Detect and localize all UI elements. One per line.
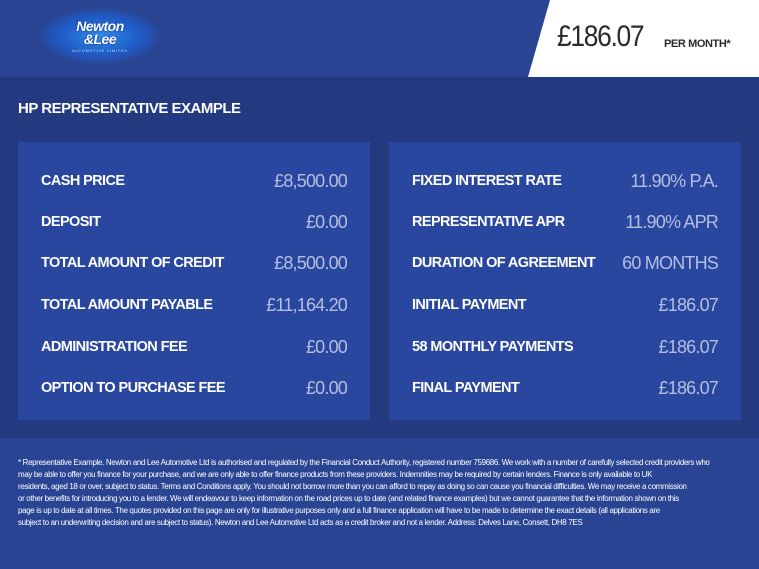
finance-row: DURATION OF AGREEMENT 60 MONTHS bbox=[412, 252, 719, 273]
row-value: £186.07 bbox=[658, 294, 719, 315]
monthly-price: £186.07 bbox=[557, 20, 645, 53]
row-value: 11.90% P.A. bbox=[630, 170, 718, 191]
finance-row: TOTAL AMOUNT OF CREDIT £8,500.00 bbox=[41, 252, 348, 273]
row-value: £11,164.20 bbox=[266, 294, 348, 315]
logo-wordmark: Newton &Lee bbox=[76, 18, 124, 47]
row-label: ADMINISTRATION FEE bbox=[41, 339, 188, 355]
row-value: £0.00 bbox=[305, 211, 348, 232]
disclaimer: * Representative Example. Newton and Lee… bbox=[18, 457, 710, 529]
newton-lee-logo[interactable]: Newton &Lee AUTOMOTIVE LIMITED bbox=[40, 8, 160, 64]
row-value: £0.00 bbox=[305, 377, 348, 398]
row-value: £8,500.00 bbox=[274, 170, 348, 191]
finance-panel-right: FIXED INTEREST RATE 11.90% P.A. REPRESENT… bbox=[389, 142, 741, 420]
row-label: OPTION TO PURCHASE FEE bbox=[41, 380, 226, 396]
row-value: 11.90% APR bbox=[625, 211, 719, 232]
row-label: DEPOSIT bbox=[41, 214, 101, 230]
per-month-label: PER MONTH* bbox=[664, 38, 731, 50]
section-title: HP REPRESENTATIVE EXAMPLE bbox=[18, 100, 241, 117]
finance-row: TOTAL AMOUNT PAYABLE £11,164.20 bbox=[41, 294, 348, 315]
row-value: £8,500.00 bbox=[274, 252, 348, 273]
finance-row: ADMINISTRATION FEE £0.00 bbox=[41, 336, 348, 357]
header: Newton &Lee AUTOMOTIVE LIMITED £186.07 PE… bbox=[0, 0, 759, 77]
finance-row: REPRESENTATIVE APR 11.90% APR bbox=[412, 211, 719, 232]
disclaimer-line: residents, aged 18 or over, subject to s… bbox=[18, 482, 687, 491]
row-value: £0.00 bbox=[305, 336, 348, 357]
logo-tagline: AUTOMOTIVE LIMITED bbox=[72, 49, 128, 53]
row-value: £186.07 bbox=[658, 336, 719, 357]
finance-row: DEPOSIT £0.00 bbox=[41, 211, 348, 232]
disclaimer-line: or other benefits for introducing you to… bbox=[18, 494, 679, 503]
row-label: TOTAL AMOUNT OF CREDIT bbox=[41, 255, 224, 271]
disclaimer-line: * Representative Example. Newton and Lee… bbox=[18, 458, 710, 467]
finance-row: OPTION TO PURCHASE FEE £0.00 bbox=[41, 377, 348, 398]
row-label: FIXED INTEREST RATE bbox=[412, 173, 562, 189]
disclaimer-line: may be able to offer you finance for you… bbox=[18, 470, 653, 479]
disclaimer-line: subject to an underwriting decision and … bbox=[18, 518, 583, 527]
row-label: REPRESENTATIVE APR bbox=[412, 214, 565, 230]
row-label: CASH PRICE bbox=[41, 173, 125, 189]
monthly-price-box: £186.07 PER MONTH* bbox=[528, 0, 759, 77]
row-label: TOTAL AMOUNT PAYABLE bbox=[41, 297, 213, 313]
finance-row: CASH PRICE £8,500.00 bbox=[41, 170, 348, 191]
finance-row: FIXED INTEREST RATE 11.90% P.A. bbox=[412, 170, 719, 191]
row-label: INITIAL PAYMENT bbox=[412, 297, 527, 313]
row-label: FINAL PAYMENT bbox=[412, 380, 520, 396]
finance-row: INITIAL PAYMENT £186.07 bbox=[412, 294, 719, 315]
finance-row: 58 MONTHLY PAYMENTS £186.07 bbox=[412, 336, 719, 357]
row-value: 60 MONTHS bbox=[622, 252, 719, 273]
row-label: 58 MONTHLY PAYMENTS bbox=[412, 339, 574, 355]
row-label: DURATION OF AGREEMENT bbox=[412, 255, 596, 271]
disclaimer-line: page is up to date at all times. The quo… bbox=[18, 506, 660, 515]
finance-row: FINAL PAYMENT £186.07 bbox=[412, 377, 719, 398]
footer: * Representative Example. Newton and Lee… bbox=[0, 438, 759, 569]
finance-panel-left: CASH PRICE £8,500.00 DEPOSIT £0.00 TOTAL A… bbox=[18, 142, 370, 420]
row-value: £186.07 bbox=[658, 377, 719, 398]
